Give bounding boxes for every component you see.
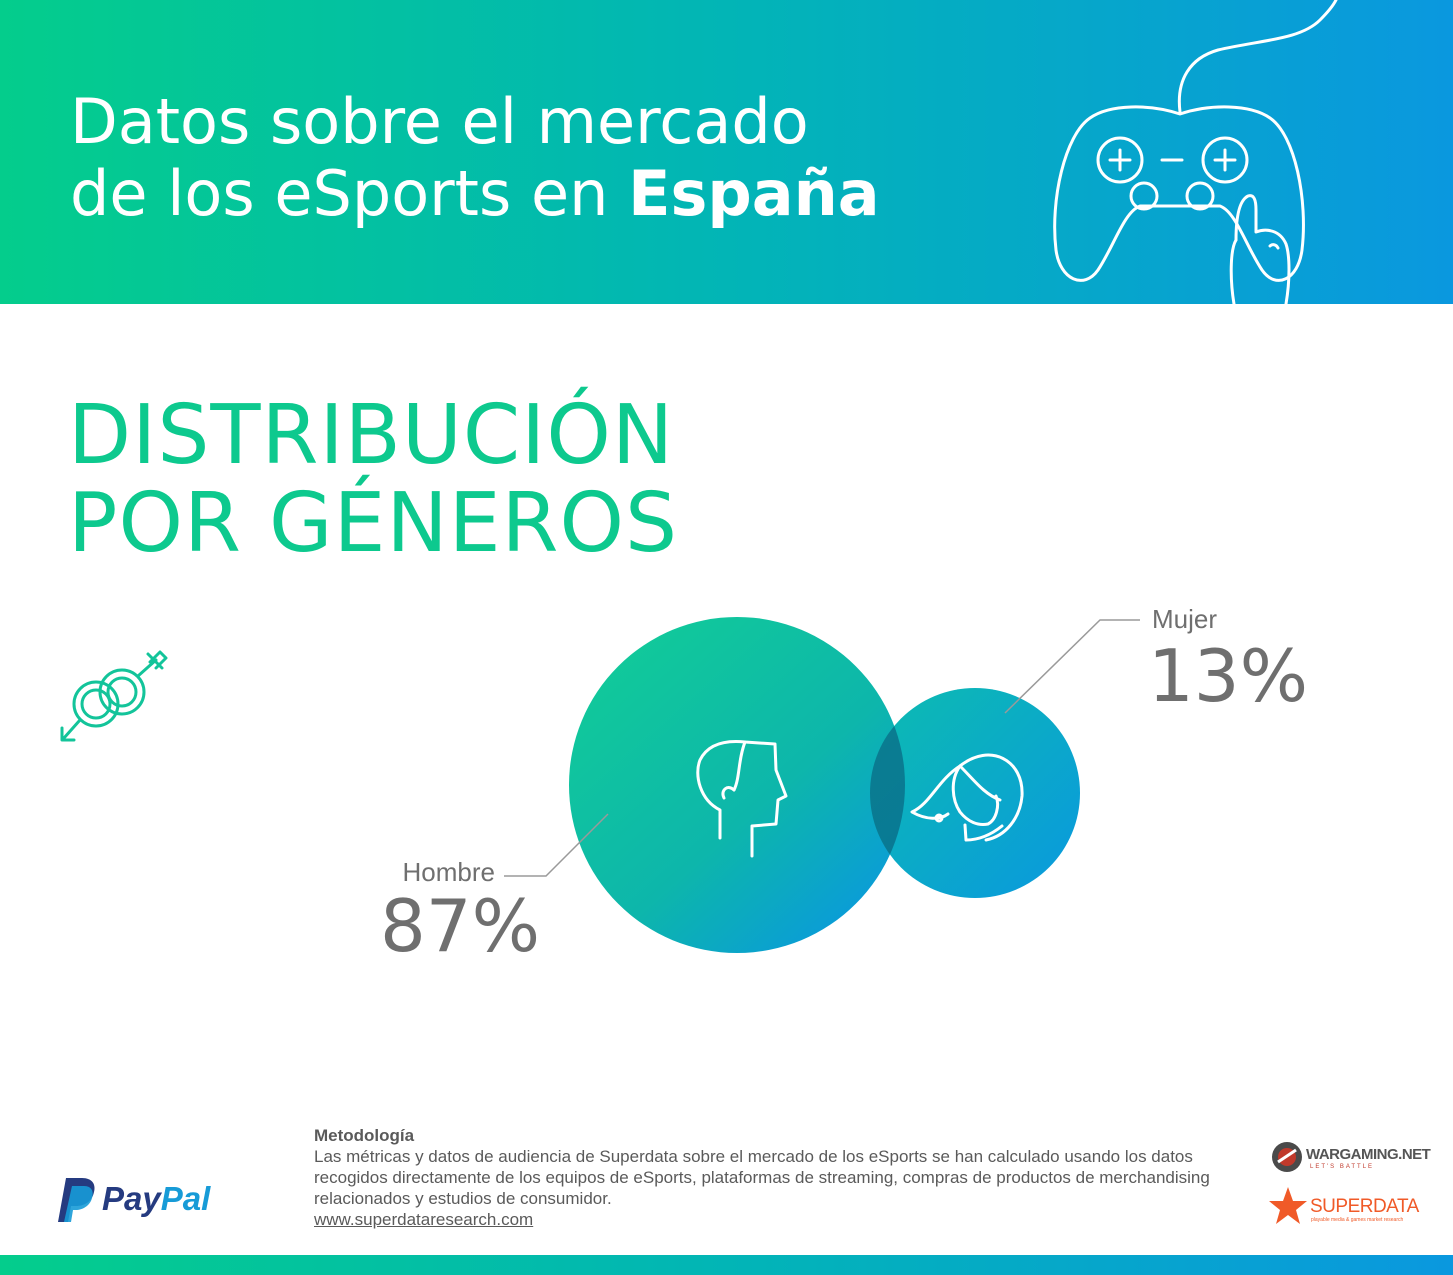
leader-line-mujer (1004, 619, 1140, 714)
gamepad-icon (1053, 0, 1338, 304)
value-hombre: 87% (380, 884, 540, 968)
page-title: Datos sobre el mercado de los eSports en… (70, 86, 1030, 230)
header-banner: Datos sobre el mercado de los eSports en… (0, 0, 1453, 304)
superdata-tagline: playable media & games market research (1311, 1217, 1404, 1223)
wargaming-emblem-icon (1272, 1142, 1302, 1172)
methodology-title: Metodología (314, 1126, 415, 1145)
methodology-text: Las métricas y datos de audiencia de Sup… (314, 1147, 1210, 1208)
wargaming-wordmark: WARGAMING.NET (1306, 1146, 1431, 1163)
paypal-p-icon (58, 1178, 95, 1222)
title-country: España (628, 157, 880, 230)
bottom-bar (0, 1255, 1453, 1275)
paypal-pal: Pal (160, 1180, 211, 1217)
superdata-logo: SUPERDATA playable media & games market … (1268, 1184, 1428, 1230)
bubble-mujer (870, 688, 1080, 898)
section-title-line-1: DISTRIBUCIÓN (68, 388, 675, 483)
paypal-pay: Pay (102, 1180, 161, 1217)
paypal-logo: PayPal (56, 1176, 236, 1224)
wargaming-logo: WARGAMING.NET LET'S BATTLE (1270, 1138, 1431, 1178)
title-line-1: Datos sobre el mercado (70, 85, 809, 158)
star-icon (1269, 1187, 1307, 1224)
superdata-wordmark: SUPERDATA (1310, 1196, 1419, 1217)
male-head-icon (696, 740, 788, 858)
value-mujer: 13% (1148, 634, 1308, 718)
source-link[interactable]: www.superdataresearch.com (314, 1210, 534, 1229)
gender-symbols-icon (60, 650, 168, 742)
section-title: DISTRIBUCIÓN POR GÉNEROS (68, 392, 868, 568)
wargaming-tagline: LET'S BATTLE (1310, 1164, 1375, 1170)
label-hombre: Hombre (403, 857, 495, 887)
title-line-2-prefix: de los eSports en (70, 157, 629, 230)
label-mujer: Mujer (1152, 604, 1217, 634)
title-line-2: de los eSports en España (70, 158, 1030, 230)
gender-distribution-chart: Hombre 87% Mujer 13% (380, 604, 1308, 968)
female-head-icon (910, 753, 1024, 842)
leader-line-hombre (504, 813, 609, 877)
paypal-wordmark: PayPal (102, 1180, 210, 1218)
section-title-line-2: POR GÉNEROS (68, 476, 679, 571)
